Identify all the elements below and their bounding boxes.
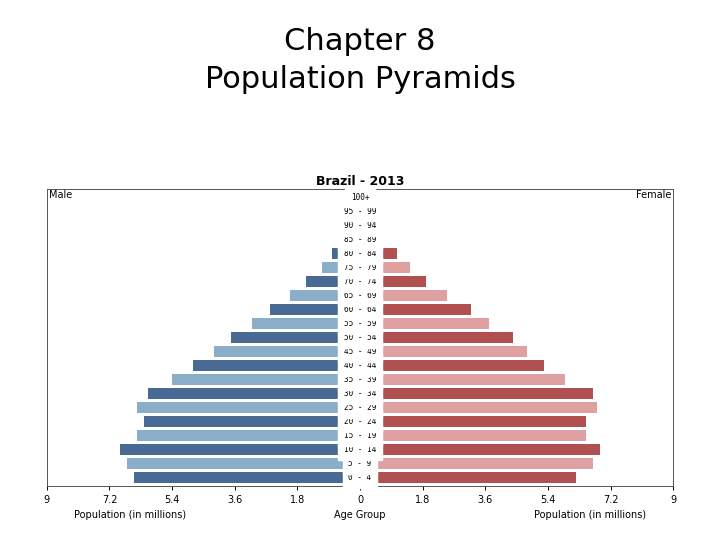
Bar	[360, 276, 426, 287]
Bar	[360, 458, 593, 469]
Bar	[144, 416, 360, 427]
Text: 30 - 34: 30 - 34	[344, 389, 376, 398]
Text: Population (in millions): Population (in millions)	[73, 510, 186, 521]
Text: 55 - 59: 55 - 59	[344, 319, 376, 328]
Title: Brazil - 2013: Brazil - 2013	[316, 175, 404, 188]
Bar	[360, 444, 600, 455]
Bar	[290, 290, 360, 301]
Bar	[360, 416, 586, 427]
Bar	[352, 220, 360, 231]
Bar	[360, 206, 365, 217]
Bar	[360, 346, 527, 357]
Bar	[360, 402, 597, 413]
Bar	[360, 430, 586, 441]
Bar	[306, 276, 360, 287]
Bar	[120, 444, 360, 455]
Bar	[127, 458, 360, 469]
Bar	[322, 262, 360, 273]
Text: 80 - 84: 80 - 84	[344, 249, 376, 258]
Bar	[360, 262, 410, 273]
Text: 90 - 94: 90 - 94	[344, 221, 376, 230]
Bar	[138, 430, 360, 441]
Text: 45 - 49: 45 - 49	[344, 347, 376, 356]
Text: 15 - 19: 15 - 19	[344, 431, 376, 440]
Bar	[360, 290, 447, 301]
Text: Population (in millions): Population (in millions)	[534, 510, 647, 521]
Bar	[148, 388, 360, 399]
Text: 85 - 89: 85 - 89	[344, 235, 376, 244]
Bar	[134, 472, 360, 483]
Bar	[332, 248, 360, 259]
Text: 0 - 4: 0 - 4	[348, 473, 372, 482]
Bar	[360, 220, 371, 231]
Text: Age Group: Age Group	[334, 510, 386, 521]
Bar	[231, 332, 360, 343]
Text: Female: Female	[636, 190, 672, 200]
Bar	[360, 303, 472, 315]
Bar	[252, 318, 360, 329]
Bar	[360, 472, 576, 483]
Text: 65 - 69: 65 - 69	[344, 291, 376, 300]
Text: Male: Male	[48, 190, 72, 200]
Text: 20 - 24: 20 - 24	[344, 417, 376, 426]
Bar	[360, 192, 362, 203]
Bar	[360, 318, 489, 329]
Bar	[269, 303, 360, 315]
Bar	[360, 234, 382, 245]
Text: 75 - 79: 75 - 79	[344, 263, 376, 272]
Bar	[360, 248, 397, 259]
Bar	[360, 360, 544, 372]
Text: 50 - 54: 50 - 54	[344, 333, 376, 342]
Bar	[214, 346, 360, 357]
Text: 60 - 64: 60 - 64	[344, 305, 376, 314]
Bar	[360, 388, 593, 399]
Bar	[359, 192, 360, 203]
Bar	[172, 374, 360, 385]
Bar	[138, 402, 360, 413]
Bar	[360, 374, 565, 385]
Text: 100+: 100+	[351, 193, 369, 202]
Bar	[356, 206, 360, 217]
Text: 95 - 99: 95 - 99	[344, 207, 376, 216]
Text: 5 - 9: 5 - 9	[348, 459, 372, 468]
Bar	[193, 360, 360, 372]
Text: 25 - 29: 25 - 29	[344, 403, 376, 412]
Text: 10 - 14: 10 - 14	[344, 445, 376, 454]
Text: Chapter 8
Population Pyramids: Chapter 8 Population Pyramids	[204, 27, 516, 94]
Bar	[360, 332, 513, 343]
Text: 70 - 74: 70 - 74	[344, 277, 376, 286]
Text: 35 - 39: 35 - 39	[344, 375, 376, 384]
Text: 40 - 44: 40 - 44	[344, 361, 376, 370]
Bar	[344, 234, 360, 245]
